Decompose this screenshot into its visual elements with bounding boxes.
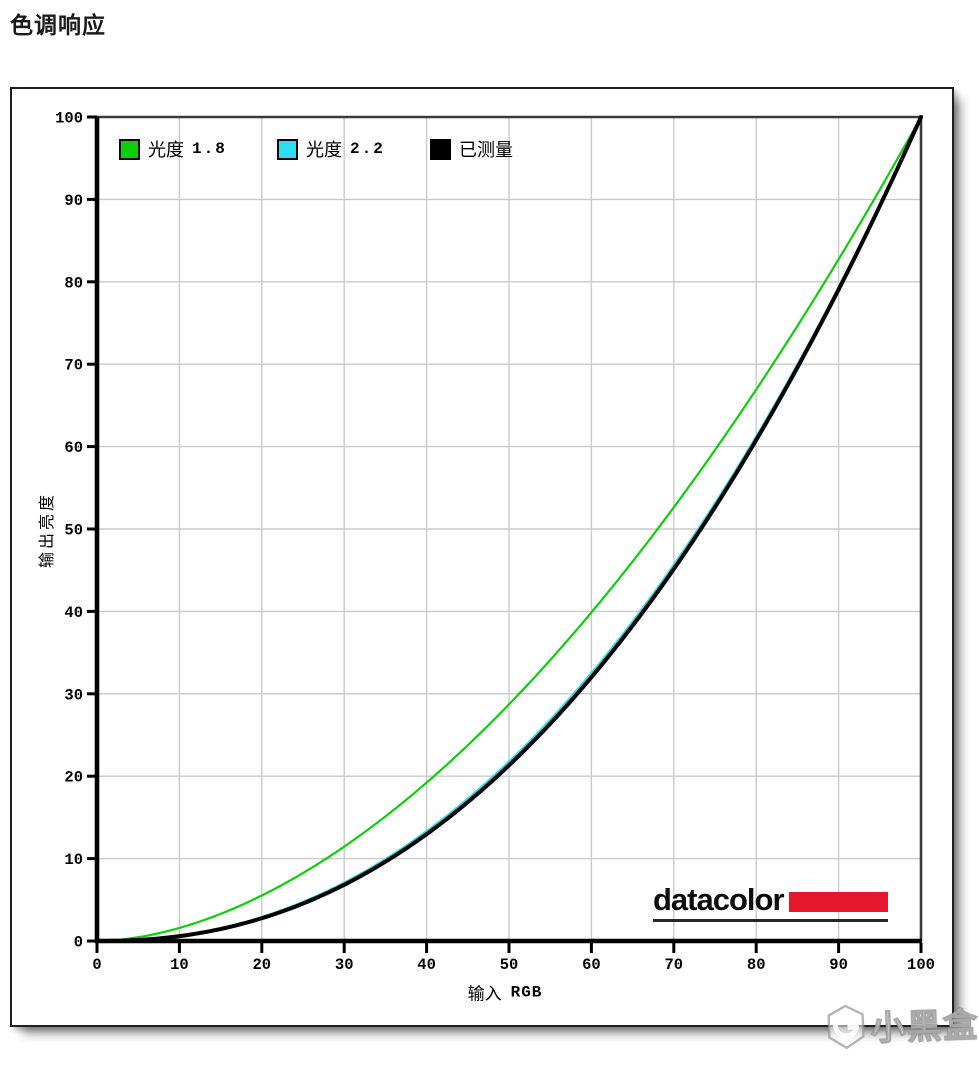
tone-response-plot: 0 10 20 30 40 50 60 70 80 90 100 0 10 20 30 40 50 60 70 80 9…: [55, 110, 935, 975]
x-axis-title-cn: 输入: [467, 984, 502, 1004]
y-tick-label: 100: [55, 110, 83, 128]
legend-item-measured: 已测量: [430, 138, 513, 160]
legend-value: 1.8: [192, 140, 227, 158]
curve-measured: [95, 115, 923, 943]
x-tick-label: 80: [747, 956, 766, 974]
y-tick-label: 10: [64, 851, 83, 869]
y-tick-label: 20: [64, 769, 83, 787]
legend-label: 已测量: [459, 140, 513, 160]
y-tick-label: 80: [64, 274, 83, 292]
heybox-icon: [827, 1004, 865, 1049]
y-tick-label: 70: [64, 357, 83, 375]
x-tick-label: 70: [664, 956, 683, 974]
x-axis-title-en: RGB: [510, 983, 543, 1001]
x-axis-title: 输入 RGB: [468, 980, 543, 1005]
x-tick-label: 50: [500, 956, 519, 974]
legend-label: 光度: [148, 140, 184, 160]
y-tick-label: 0: [74, 934, 83, 952]
legend-label: 光度: [306, 140, 342, 160]
x-tick-label: 40: [417, 956, 436, 974]
y-axis-ticks: 0 10 20 30 40 50 60 70 80 90 100: [55, 110, 97, 952]
datacolor-logo: datacolor: [653, 884, 888, 922]
y-tick-label: 50: [64, 522, 83, 540]
x-tick-label: 10: [170, 956, 189, 974]
y-tick-label: 30: [64, 686, 83, 704]
page-title: 色调响应: [10, 12, 106, 38]
x-tick-label: 30: [335, 956, 354, 974]
datacolor-logo-red-bar: [788, 891, 888, 912]
curve-gamma-1.8: [95, 115, 923, 943]
heybox-watermark-text: 小黑盒: [870, 1006, 979, 1049]
x-tick-label: 100: [907, 956, 935, 974]
x-tick-label: 60: [582, 956, 601, 974]
gridlines: [97, 117, 921, 941]
legend-swatch-cyan: [277, 138, 298, 160]
x-axis-ticks: 0 10 20 30 40 50 60 70 80 90 100: [92, 943, 935, 974]
y-tick-label: 90: [64, 192, 83, 210]
datacolor-logo-text: datacolor: [653, 882, 785, 917]
y-tick-label: 40: [64, 604, 83, 622]
x-tick-label: 90: [829, 956, 848, 974]
x-tick-label: 20: [252, 956, 271, 974]
legend-swatch-green: [119, 138, 140, 160]
chart-panel: 0 10 20 30 40 50 60 70 80 90 100 0 10 20 30 40 50 60 70 80 9…: [10, 87, 954, 1027]
legend-item-gamma-2-2: 光度 2.2: [277, 138, 385, 160]
x-tick-label: 0: [92, 956, 101, 974]
y-tick-label: 60: [64, 439, 83, 457]
legend-item-gamma-1-8: 光度 1.8: [119, 138, 227, 160]
y-axis-title: 输出亮度: [39, 491, 56, 569]
legend-swatch-black: [430, 138, 451, 160]
legend-value: 2.2: [350, 140, 385, 158]
plot-frame: [97, 115, 923, 941]
heybox-watermark: 小黑盒: [823, 997, 979, 1051]
